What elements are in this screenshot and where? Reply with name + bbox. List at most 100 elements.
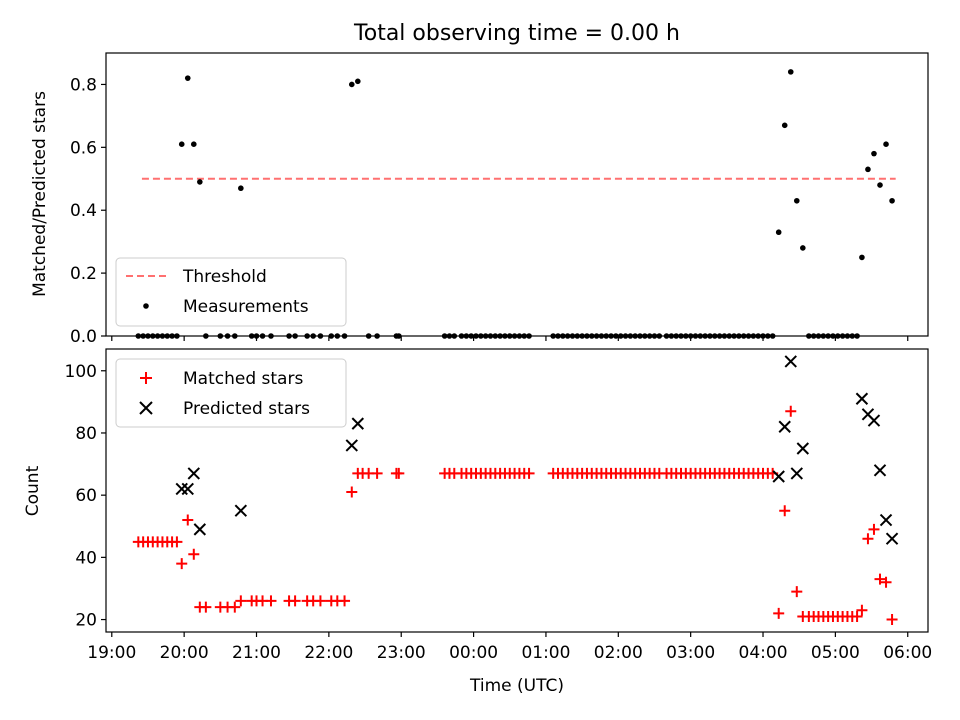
measurement-point [687,333,694,339]
chart-title: Total observing time = 0.00 h [353,21,680,46]
measurement-point [224,333,231,339]
measurement-point [642,333,648,339]
predicted-stars-point [790,467,803,480]
measurement-point [854,333,860,339]
measurement-point [292,333,298,339]
measurement-point [238,185,244,192]
measurement-point [355,78,361,85]
measurement-point [877,182,883,188]
predicted-stars-point [784,355,797,368]
measurement-point [702,333,708,339]
measurement-point [711,333,718,339]
measurement-point [775,229,782,236]
bottom-y-tick-label: 40 [75,548,97,568]
measurement-point [140,333,146,339]
top-y-tick-label: 0.0 [70,327,97,347]
measurement-point [883,141,889,147]
measurement-point [502,333,508,339]
measurement-point [871,150,877,157]
measurement-point [478,333,484,339]
matched-stars-point [176,558,188,570]
measurement-point [622,333,629,339]
measurement-point [145,333,151,339]
measurement-point [446,333,453,339]
measurement-point [849,333,856,339]
measurement-point [646,333,653,339]
x-tick-label: 04:00 [739,643,788,663]
matched-stars-point [886,614,898,626]
bottom-x-ticks: 19:00 20:00 21:00 22:00 23:00 00:00 01:00 02:00… [87,632,932,663]
measurement-point [169,333,175,339]
bottom-panel: Count 20 40 60 80 100 19:00 20:00 21:00 22:00 23… [23,348,932,663]
matched-stars-point [773,607,785,619]
predicted-stars-point [193,523,207,536]
measurements-points [135,69,895,339]
top-legend-box [115,257,347,327]
measurement-point [651,333,658,339]
predicted-stars-point [187,467,201,480]
x-tick-label: 22:00 [304,643,353,663]
measurement-point [793,197,800,204]
legend-measurements-swatch [143,303,149,309]
x-tick-label: 02:00 [594,643,643,663]
measurement-point [203,333,209,339]
measurement-point [317,333,324,339]
matched-stars-point [200,601,212,613]
measurement-point [588,333,595,339]
matched-stars-point [188,548,200,560]
matched-stars-point [229,601,241,613]
measurement-point [154,333,161,339]
measurement-point [656,333,663,339]
measurement-point [613,333,619,339]
measurement-point [555,333,561,339]
measurement-point [598,333,605,339]
measurement-point [521,333,528,339]
matched-stars-point [874,573,886,585]
x-tick-label: 20:00 [160,643,209,663]
matched-stars-point [289,595,301,607]
measurement-point [745,333,752,339]
measurement-point [678,333,684,339]
bottom-y-ticks: 20 40 60 80 100 [65,362,106,631]
matched-stars-point [785,405,797,417]
measurement-point [721,333,728,339]
matched-stars-point [371,467,383,479]
measurement-point [463,333,470,339]
measurement-point [569,333,576,339]
measurement-point [396,333,402,339]
measurement-point [526,333,532,339]
measurement-point [487,333,494,339]
measurement-point [781,122,788,129]
measurement-point [637,333,643,339]
top-y-tick-label: 0.8 [70,75,97,95]
measurement-point [839,333,846,339]
measurement-point [820,333,827,339]
measurement-point [231,333,238,339]
measurement-point [492,333,499,339]
measurement-point [889,197,895,204]
measurement-point [800,245,806,251]
predicted-stars-point [873,464,887,477]
measurement-point [760,333,766,339]
measurement-point [334,333,341,339]
predicted-stars-point [885,532,899,545]
measurement-point [617,333,624,339]
measurement-point [473,333,479,339]
x-tick-label: 01:00 [521,643,570,663]
measurement-point [769,333,776,339]
x-tick-label: 23:00 [377,643,426,663]
legend-predicted-swatch [139,401,153,415]
measurement-point [830,333,836,339]
measurement-point [516,333,523,339]
measurement-point [268,333,274,339]
measurement-point [184,75,191,81]
measurement-point [731,333,737,339]
top-y-tick-label: 0.6 [70,138,97,158]
measurement-point [683,333,689,339]
bottom-y-tick-label: 60 [75,486,97,506]
matched-stars-point [779,505,791,517]
predicted-stars-point [345,439,358,452]
measurement-point [668,333,675,339]
measurement-point [844,333,851,339]
measurement-point [736,333,742,339]
